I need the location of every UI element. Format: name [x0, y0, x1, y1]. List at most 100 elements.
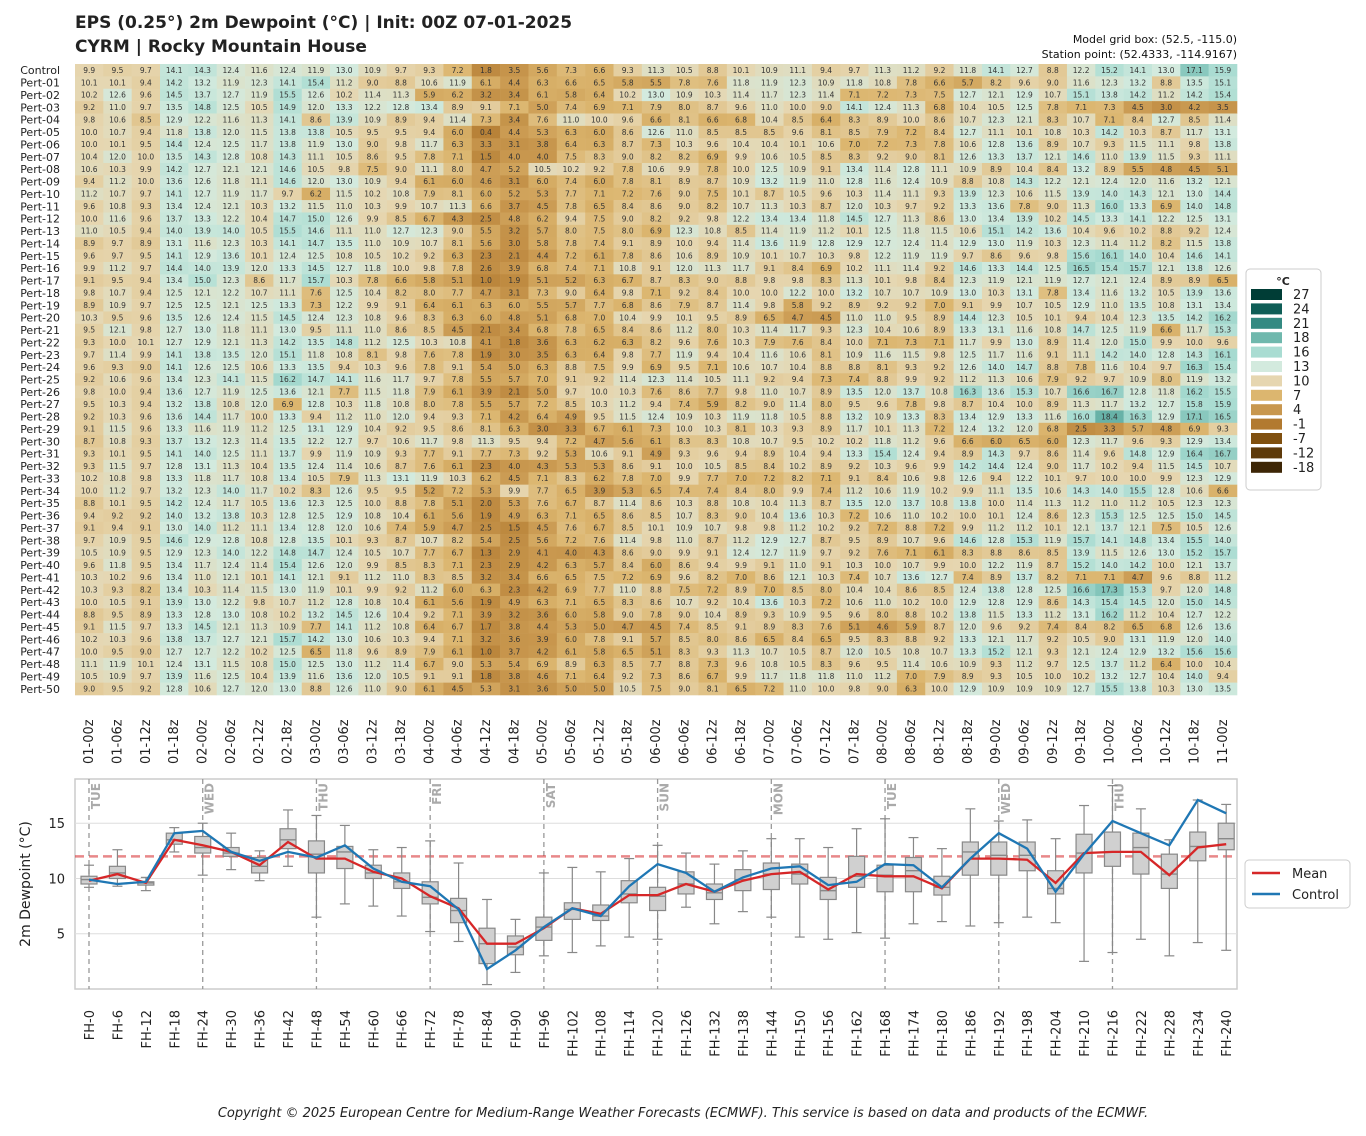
- cell-value: 6.5: [593, 326, 605, 335]
- cell-value: 7.7: [650, 350, 662, 359]
- cell-value: 9.2: [140, 685, 152, 694]
- heatmap-cell: [953, 286, 983, 300]
- cell-value: 11.8: [903, 227, 920, 236]
- cell-value: 17.1: [1186, 412, 1203, 421]
- heatmap-cell: [896, 237, 926, 250]
- x-tick-label: FH-144: [765, 1010, 780, 1057]
- cell-value: 9.0: [1047, 462, 1059, 471]
- heatmap-cell: [1208, 76, 1238, 90]
- cell-value: 6.9: [565, 586, 577, 595]
- heatmap-cell: [301, 138, 331, 151]
- day-marker-label: FRI: [430, 783, 444, 805]
- cell-value: 13.3: [279, 264, 296, 273]
- cell-value: 10.3: [1044, 239, 1061, 248]
- heatmap-cell: [216, 125, 246, 139]
- cell-value: 8.1: [650, 177, 662, 186]
- cell-value: 12.5: [1129, 511, 1146, 520]
- cell-value: 13.5: [279, 462, 296, 471]
- cell-value: 3.1: [508, 289, 520, 298]
- cell-value: 6.5: [763, 313, 775, 322]
- heatmap-cell: [103, 88, 132, 102]
- cell-value: 9.1: [452, 449, 464, 458]
- cell-value: 11.1: [81, 660, 98, 669]
- row-label: Pert-46: [20, 633, 60, 646]
- cell-value: 5.7: [565, 301, 577, 310]
- cell-value: 10.4: [733, 598, 750, 607]
- cell-value: 9.2: [1018, 623, 1030, 632]
- cell-value: 14.2: [959, 462, 976, 471]
- cell-value: 9.5: [848, 635, 860, 644]
- heatmap-cell: [471, 187, 501, 201]
- heatmap-cell: [103, 150, 132, 164]
- cell-value: 9.5: [140, 536, 152, 545]
- cell-value: 11.3: [393, 91, 410, 100]
- cell-value: 10.8: [988, 177, 1005, 186]
- heatmap-cell: [103, 64, 132, 77]
- cell-value: 11.0: [676, 128, 693, 137]
- heatmap-cell: [556, 113, 586, 127]
- heatmap-cell: [1038, 150, 1068, 164]
- x-tick-label: FH-114: [623, 1010, 638, 1057]
- heatmap-cell: [500, 212, 529, 226]
- heatmap-cell: [216, 101, 246, 114]
- heatmap-cell: [670, 274, 699, 287]
- cell-value: 8.8: [565, 363, 577, 372]
- cell-value: 5.1: [537, 276, 549, 285]
- cell-value: 9.0: [452, 227, 464, 236]
- cell-value: 12.9: [166, 115, 183, 124]
- cell-value: 11.3: [733, 647, 750, 656]
- cell-value: 8.4: [763, 462, 775, 471]
- cell-value: 12.0: [846, 202, 863, 211]
- heatmap-cell: [896, 200, 926, 213]
- heatmap-cell: [641, 187, 671, 201]
- heatmap-cell: [75, 274, 104, 287]
- cell-value: 13.0: [279, 685, 296, 694]
- cell-value: 10.0: [137, 152, 154, 161]
- cell-value: 6.4: [820, 115, 832, 124]
- legend-label: -7: [1293, 432, 1306, 447]
- cell-value: 14.2: [1101, 128, 1118, 137]
- heatmap-cell: [1010, 212, 1039, 226]
- cell-value: 9.8: [395, 140, 407, 149]
- heatmap-cell: [840, 162, 869, 176]
- heatmap-cell: [500, 101, 529, 114]
- heatmap-cell: [840, 249, 869, 263]
- cell-value: 6.9: [650, 573, 662, 582]
- cell-value: 13.5: [279, 437, 296, 446]
- heatmap-cell: [641, 88, 671, 102]
- cell-value: 10.0: [959, 561, 976, 570]
- cell-value: 9.0: [140, 647, 152, 656]
- cell-value: 9.6: [1217, 338, 1229, 347]
- heatmap-cell: [840, 64, 869, 77]
- heatmap-cell: [273, 212, 303, 226]
- heatmap-cell: [216, 224, 246, 238]
- cell-value: 13.4: [988, 214, 1005, 223]
- cell-value: 12.6: [194, 177, 211, 186]
- cell-value: 6.7: [452, 548, 464, 557]
- cell-value: 8.1: [452, 239, 464, 248]
- heatmap-cell: [358, 125, 388, 139]
- cell-value: 10.2: [846, 264, 863, 273]
- cell-value: 11.2: [364, 338, 381, 347]
- cell-value: 8.8: [848, 363, 860, 372]
- cell-value: 12.5: [1044, 586, 1061, 595]
- cell-value: 10.1: [846, 227, 863, 236]
- heatmap-cell: [75, 162, 104, 176]
- cell-value: 4.7: [792, 313, 804, 322]
- cell-value: 1.0: [480, 647, 492, 656]
- day-marker-label: WED: [203, 783, 217, 814]
- cell-value: 13.8: [279, 128, 296, 137]
- cell-value: 9.7: [83, 350, 95, 359]
- heatmap-cell: [386, 64, 416, 77]
- cell-value: 9.6: [735, 660, 747, 669]
- cell-value: 4.4: [537, 623, 549, 632]
- heatmap-cell: [981, 212, 1011, 226]
- cell-value: 10.1: [874, 276, 891, 285]
- heatmap-cell: [1010, 200, 1039, 213]
- heatmap-cell: [811, 286, 841, 300]
- heatmap-cell: [783, 200, 813, 213]
- cell-value: 13.6: [1214, 623, 1231, 632]
- cell-value: 8.4: [622, 561, 634, 570]
- cell-value: 9.5: [83, 326, 95, 335]
- cell-value: 14.7: [1016, 363, 1033, 372]
